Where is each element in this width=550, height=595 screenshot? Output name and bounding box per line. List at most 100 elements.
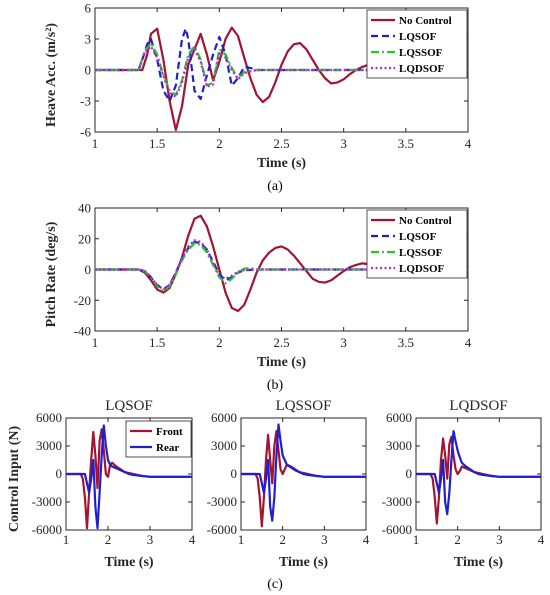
panel-c3-xtick-label: 1 bbox=[413, 532, 420, 547]
panel-b-caption: (b) bbox=[267, 378, 284, 393]
panel-b-ytick-label: 20 bbox=[78, 231, 91, 246]
panel-c3-xlabel: Time (s) bbox=[454, 555, 503, 570]
panel-a-ylabel: Heave Acc. (m/s²) bbox=[44, 23, 59, 127]
panel-b-xtick-label: 3.5 bbox=[398, 335, 414, 350]
panel-a-legend-label: No Control bbox=[399, 15, 452, 27]
panel-c2-title: LQSSOF bbox=[276, 398, 332, 414]
panel-c-caption: (c) bbox=[267, 577, 283, 592]
panel-a-series-group bbox=[95, 26, 468, 132]
panel-c1-series-group bbox=[66, 424, 192, 530]
panel-b: 1 1.5 2 2.5 3 3.5 4 -40 -20 0 20 40 Time (s) Pitch Ra… bbox=[44, 201, 472, 393]
panel-b-xtick-label: 2 bbox=[216, 335, 223, 350]
panel-b-legend-label: LQSSOF bbox=[399, 247, 443, 259]
panel-a-ytick-label: -3 bbox=[80, 94, 91, 109]
panel-c3-ytick-label: -3000 bbox=[382, 494, 412, 509]
panel-a-legend-label: LQSSOF bbox=[399, 47, 443, 59]
panel-b-ytick-label: -40 bbox=[74, 324, 91, 339]
panel-b-ytick-label: 40 bbox=[78, 201, 91, 216]
panel-a-xtick-label: 4 bbox=[465, 136, 472, 151]
panel-c3-xtick-label: 2 bbox=[454, 532, 461, 547]
panel-c2: 1 2 3 4 -6000 -3000 0 3000 6000 Time (s) LQSSOF bbox=[207, 398, 370, 570]
panel-b-series-lqdsof bbox=[95, 239, 468, 291]
panel-c3-series-rear bbox=[416, 429, 541, 516]
panel-c3-series-group bbox=[416, 429, 541, 525]
panel-c1-series-rear bbox=[66, 424, 192, 530]
panel-b-ytick-label: -20 bbox=[74, 293, 91, 308]
panel-a-xtick-label: 3.5 bbox=[398, 136, 414, 151]
panel-b-series-group bbox=[95, 214, 468, 313]
panel-a-legend: No Control LQSOF LQSSOF LQDSOF bbox=[366, 9, 468, 79]
panel-c2-xlabel: Time (s) bbox=[279, 555, 328, 570]
panel-a-series-lqsof bbox=[95, 27, 468, 103]
panel-c2-ytick-label: 0 bbox=[231, 466, 238, 481]
panel-b-xtick-label: 4 bbox=[465, 335, 472, 350]
panel-c1-xlabel: Time (s) bbox=[104, 555, 153, 570]
panel-b-xtick-label: 3 bbox=[340, 335, 347, 350]
panel-a: 1 1.5 2 2.5 3 3.5 4 -6 -3 0 3 6 Time (s) Heave Acc. (… bbox=[44, 1, 472, 194]
panel-a-xtick-label: 1.5 bbox=[149, 136, 165, 151]
panel-c2-xtick-label: 4 bbox=[363, 532, 370, 547]
panel-c1-ylabel: Control Input (N) bbox=[7, 426, 22, 533]
panel-b-xtick-label: 2.5 bbox=[273, 335, 289, 350]
panel-c2-xtick-label: 1 bbox=[238, 532, 245, 547]
panel-c3-ytick-label: 3000 bbox=[386, 438, 412, 453]
panel-a-xlabel: Time (s) bbox=[257, 156, 306, 171]
panel-a-ytick-label: 6 bbox=[85, 1, 92, 16]
panel-a-caption: (a) bbox=[267, 179, 283, 194]
panel-c2-xtick-label: 3 bbox=[321, 532, 328, 547]
panel-a-legend-label: LQSOF bbox=[399, 31, 437, 43]
panel-c1-xtick-label: 3 bbox=[147, 532, 154, 547]
panel-c3: 1 2 3 4 -6000 -3000 0 3000 6000 Time (s) LQDSOF bbox=[382, 398, 545, 570]
panel-b-legend-box bbox=[366, 209, 468, 279]
panel-c1-xtick-label: 1 bbox=[63, 532, 70, 547]
panel-c3-ytick-label: 0 bbox=[406, 466, 413, 481]
panel-c1-xtick-label: 2 bbox=[105, 532, 112, 547]
panel-b-legend-label: LQSOF bbox=[399, 231, 437, 243]
panel-c1-ytick-label: -6000 bbox=[32, 522, 62, 537]
panel-a-legend-box bbox=[366, 9, 468, 79]
panel-a-xtick-label: 2.5 bbox=[273, 136, 289, 151]
panel-c1-ytick-label: -3000 bbox=[32, 494, 62, 509]
panel-c2-ytick-label: -6000 bbox=[207, 522, 237, 537]
panel-c3-title: LQDSOF bbox=[449, 398, 507, 414]
panel-a-ytick-label: 0 bbox=[85, 63, 92, 78]
panel-a-ytick-label: 3 bbox=[85, 32, 92, 47]
panel-c1-legend-box bbox=[125, 420, 192, 458]
panel-a-ytick-label: -6 bbox=[80, 125, 91, 140]
panel-c2-xtick-label: 2 bbox=[279, 532, 286, 547]
panel-b-ytick-label: 0 bbox=[85, 262, 92, 277]
panel-c3-xtick-label: 3 bbox=[496, 532, 503, 547]
panel-c2-series-rear bbox=[241, 423, 366, 522]
panel-c2-ytick-label: -3000 bbox=[207, 494, 237, 509]
panel-c3-xtick-label: 4 bbox=[538, 532, 545, 547]
panel-c1: 1 2 3 4 -6000 -3000 0 3000 6000 Time (s) Control I… bbox=[7, 398, 196, 570]
panel-b-ylabel: Pitch Rate (deg/s) bbox=[44, 221, 59, 327]
panel-a-legend-label: LQDSOF bbox=[399, 63, 445, 75]
panel-c1-ytick-label: 3000 bbox=[36, 438, 62, 453]
panel-c2-ytick-label: 3000 bbox=[211, 438, 237, 453]
panel-c3-ytick-label: 6000 bbox=[386, 410, 412, 425]
panel-b-xlabel: Time (s) bbox=[257, 355, 306, 370]
panel-b-series-lqsof bbox=[95, 240, 468, 291]
panel-c1-ytick-label: 6000 bbox=[36, 410, 62, 425]
panel-a-xtick-label: 3 bbox=[340, 136, 347, 151]
panel-c1-legend-label: Front bbox=[156, 426, 183, 438]
panel-b-series-lqssof bbox=[95, 242, 468, 293]
panel-b-legend-label: LQDSOF bbox=[399, 263, 445, 275]
panel-c1-xtick-label: 4 bbox=[189, 532, 196, 547]
panel-a-series-lqdsof bbox=[95, 45, 468, 98]
panel-b-xtick-label: 1 bbox=[92, 335, 99, 350]
panel-b-legend: No Control LQSOF LQSSOF LQDSOF bbox=[366, 209, 468, 279]
panel-c1-ytick-label: 0 bbox=[56, 466, 63, 481]
panel-a-xtick-label: 2 bbox=[216, 136, 223, 151]
panel-c3-ytick-label: -6000 bbox=[382, 522, 412, 537]
panel-b-xtick-label: 1.5 bbox=[149, 335, 165, 350]
panel-c2-series-group bbox=[241, 423, 366, 528]
panel-c1-title: LQSOF bbox=[105, 398, 153, 414]
panel-c1-legend: Front Rear bbox=[125, 420, 192, 458]
panel-c2-ytick-label: 6000 bbox=[211, 410, 237, 425]
panel-a-xtick-label: 1 bbox=[92, 136, 99, 151]
panel-b-legend-label: No Control bbox=[399, 215, 452, 227]
panel-c1-legend-label: Rear bbox=[156, 442, 179, 454]
